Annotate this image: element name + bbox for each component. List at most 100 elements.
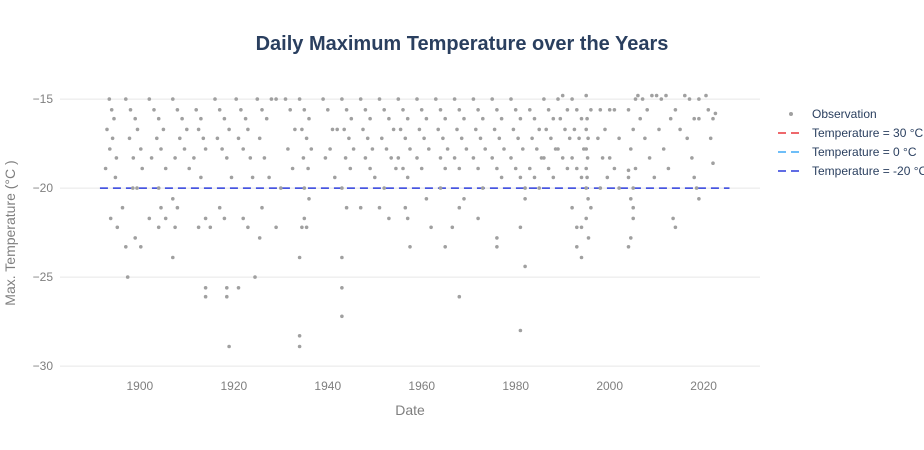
data-point: [358, 97, 363, 101]
data-point: [643, 136, 647, 141]
data-point: [241, 216, 245, 221]
data-point: [246, 225, 250, 230]
legend-label: Observation: [812, 107, 877, 121]
data-point: [403, 205, 408, 210]
data-point: [478, 136, 483, 141]
y-tick-label: −25: [33, 270, 54, 284]
data-point: [542, 156, 546, 160]
data-point: [335, 127, 340, 132]
data-point: [394, 166, 398, 171]
data-point: [255, 97, 260, 101]
data-point: [330, 127, 335, 132]
data-point: [297, 97, 302, 101]
data-point: [253, 275, 257, 279]
data-point: [127, 136, 132, 141]
data-point: [194, 108, 198, 112]
data-point: [445, 147, 450, 151]
data-point: [377, 97, 382, 101]
data-point: [125, 275, 130, 279]
data-point: [365, 136, 370, 141]
data-point: [124, 97, 128, 101]
data-point: [518, 225, 523, 230]
data-point: [373, 175, 377, 180]
data-point: [424, 197, 429, 201]
data-point: [471, 97, 476, 101]
data-point: [629, 197, 633, 201]
data-point: [577, 136, 581, 141]
data-point: [452, 97, 457, 101]
data-point: [497, 136, 502, 141]
data-point: [213, 97, 217, 101]
data-point: [115, 225, 120, 230]
data-point: [586, 236, 591, 240]
data-point: [450, 225, 455, 230]
data-point: [612, 166, 617, 171]
data-point: [175, 205, 180, 210]
data-point: [208, 225, 213, 230]
data-point: [182, 147, 187, 151]
data-point: [340, 97, 344, 101]
data-point: [321, 97, 325, 101]
legend-item[interactable]: Temperature = -20 °C: [778, 164, 924, 178]
data-point: [457, 294, 462, 299]
data-point: [302, 216, 307, 221]
data-point: [629, 147, 633, 151]
data-point: [203, 294, 208, 299]
data-point: [422, 136, 426, 141]
data-point: [199, 175, 203, 180]
data-point: [185, 127, 189, 132]
data-point: [626, 245, 631, 249]
data-point: [269, 97, 274, 101]
data-point: [236, 286, 241, 290]
data-point: [140, 166, 144, 171]
data-point: [377, 205, 382, 210]
data-point: [405, 175, 410, 180]
data-point: [302, 108, 307, 112]
grid-lines: [60, 98, 760, 367]
data-point: [156, 116, 161, 121]
data-point: [499, 175, 504, 180]
data-point: [471, 156, 476, 160]
data-point: [384, 147, 389, 151]
data-point: [629, 236, 633, 240]
data-point: [589, 205, 593, 210]
data-point: [490, 156, 495, 160]
data-point: [114, 156, 119, 160]
data-point: [687, 97, 692, 101]
data-point: [323, 156, 328, 160]
data-point: [250, 175, 255, 180]
data-point: [307, 116, 311, 121]
data-point: [340, 255, 344, 260]
legend[interactable]: Observation Temperature = 30 °C Temperatur…: [778, 107, 924, 178]
data-point: [579, 175, 584, 180]
data-point: [438, 108, 443, 112]
legend-item[interactable]: Temperature = 30 °C: [778, 126, 924, 140]
data-point: [300, 225, 304, 230]
data-point: [225, 156, 229, 160]
data-point: [307, 197, 311, 201]
data-point: [499, 116, 504, 121]
data-point: [135, 127, 140, 132]
data-point: [659, 97, 664, 101]
data-point: [668, 116, 673, 121]
legend-item[interactable]: Temperature = 0 °C: [778, 145, 917, 159]
data-point: [234, 97, 238, 101]
legend-item[interactable]: Observation: [789, 107, 877, 121]
data-point: [108, 216, 113, 221]
data-point: [513, 108, 518, 112]
data-point: [584, 127, 588, 132]
data-point: [309, 147, 314, 151]
data-point: [107, 97, 112, 101]
data-point: [518, 328, 523, 333]
y-axis-ticks: −15 −20 −25 −30: [33, 92, 54, 373]
data-point: [546, 166, 551, 171]
data-point: [495, 236, 499, 240]
data-point: [692, 175, 696, 180]
data-point: [368, 116, 372, 121]
data-point: [173, 156, 177, 160]
data-point: [290, 166, 295, 171]
data-point: [391, 127, 396, 132]
data-point: [617, 186, 621, 190]
data-point: [147, 97, 152, 101]
